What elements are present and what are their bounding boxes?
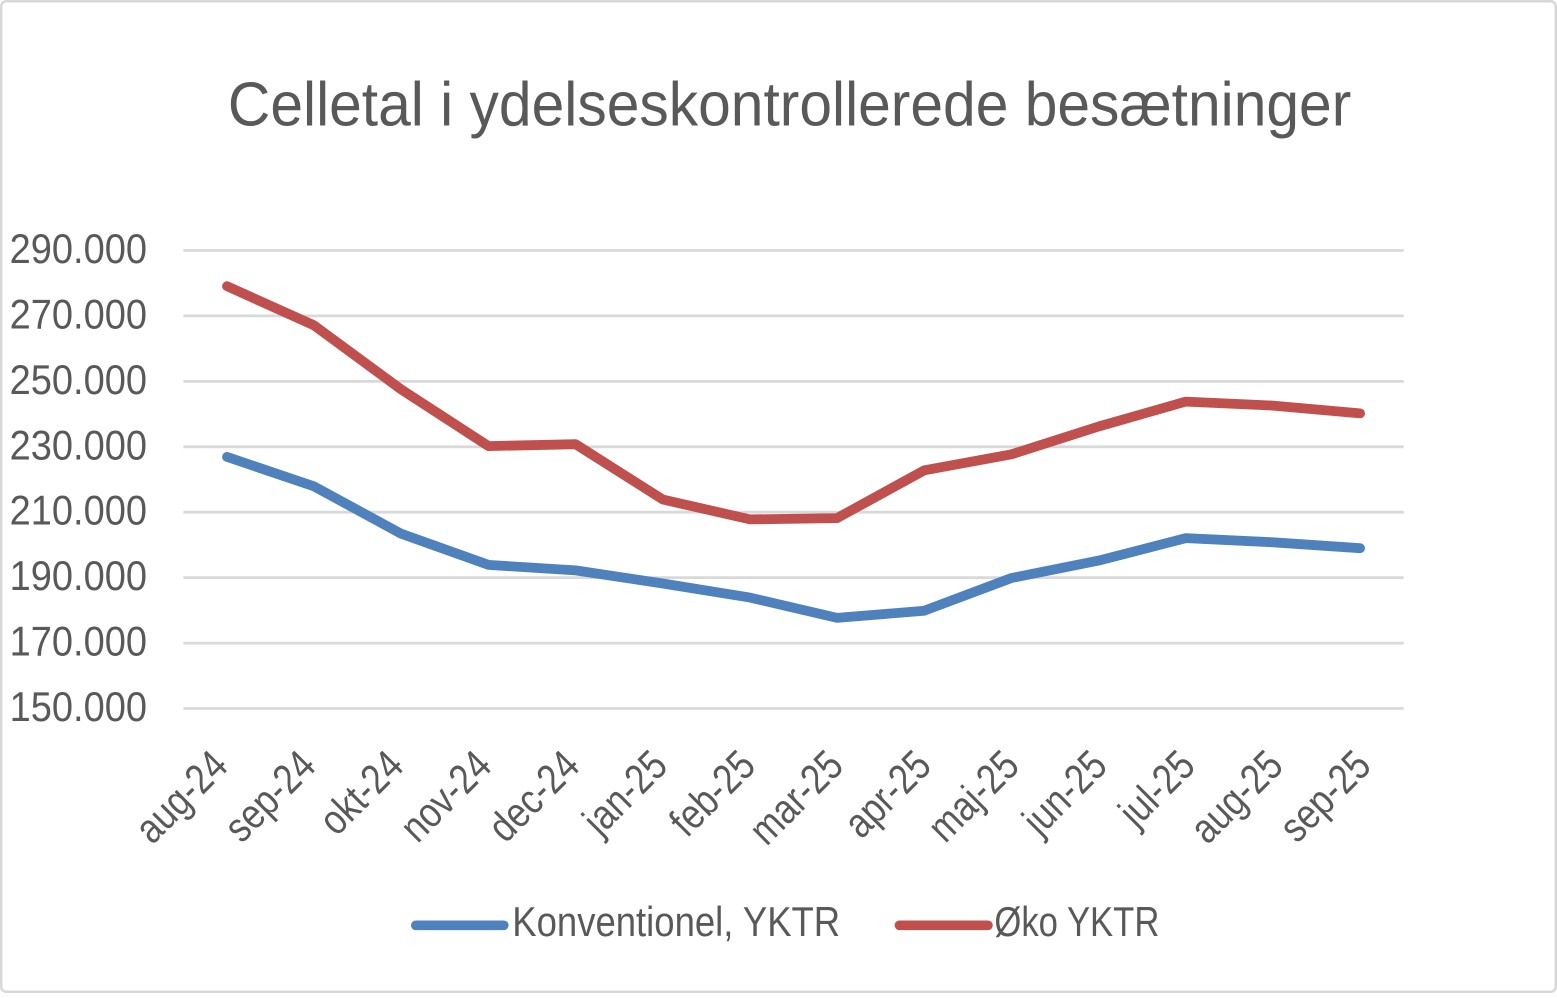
- svg-text:Konventionel, YKTR: Konventionel, YKTR: [512, 899, 840, 946]
- svg-text:250.000: 250.000: [10, 357, 147, 403]
- svg-text:Celletal i ydelseskontrollered: Celletal i ydelseskontrollerede besætnin…: [228, 69, 1351, 139]
- svg-text:170.000: 170.000: [10, 619, 147, 665]
- svg-text:210.000: 210.000: [10, 488, 147, 534]
- svg-text:190.000: 190.000: [10, 553, 147, 599]
- svg-text:230.000: 230.000: [10, 423, 147, 469]
- svg-text:290.000: 290.000: [10, 226, 147, 272]
- svg-text:Øko YKTR: Øko YKTR: [994, 899, 1159, 946]
- svg-text:270.000: 270.000: [10, 292, 147, 338]
- svg-text:150.000: 150.000: [10, 684, 147, 730]
